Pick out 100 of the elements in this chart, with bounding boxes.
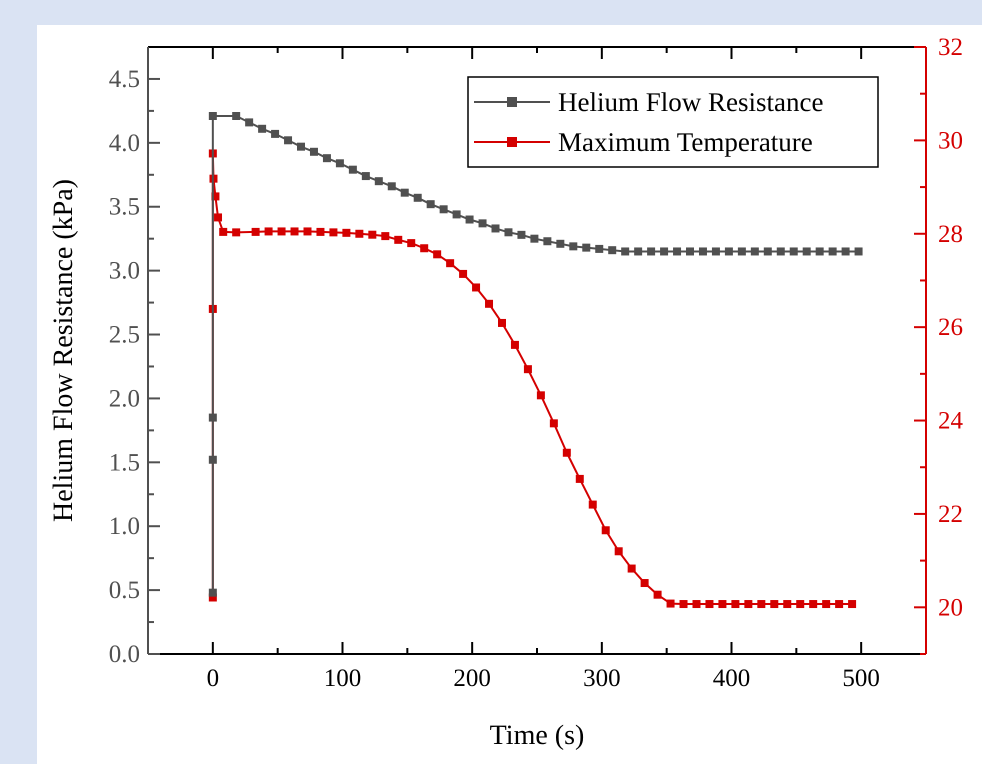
y-tick-label: 2.0 <box>108 385 140 412</box>
point <box>640 579 649 588</box>
y-tick-label: 3.5 <box>108 194 140 221</box>
point <box>466 216 474 224</box>
point <box>348 166 357 174</box>
y2-tick-label: 32 <box>938 34 963 61</box>
point <box>407 239 416 248</box>
x-tick-label: 200 <box>453 664 491 692</box>
point <box>208 588 217 597</box>
point <box>673 247 682 256</box>
point <box>530 234 538 243</box>
point <box>602 526 610 534</box>
point <box>621 247 630 256</box>
point <box>420 244 428 252</box>
point <box>595 244 604 253</box>
point <box>738 247 746 256</box>
point <box>536 391 545 400</box>
point <box>426 200 435 208</box>
y-tick-label: 3.0 <box>108 258 140 285</box>
y2-tick-label: 20 <box>938 594 963 622</box>
point <box>686 247 694 256</box>
point <box>433 250 442 258</box>
y-tick-label: 1.5 <box>108 449 140 476</box>
point <box>388 182 396 190</box>
point <box>492 224 500 232</box>
point <box>809 600 818 608</box>
x-tick-label: 300 <box>583 664 621 692</box>
point <box>208 112 217 120</box>
point <box>588 500 597 509</box>
y2-tick-label: 22 <box>938 500 963 528</box>
point <box>517 230 526 239</box>
point <box>278 227 286 236</box>
y-tick-label: 4.5 <box>108 66 140 93</box>
y2-tick-label: 28 <box>938 220 963 248</box>
point <box>770 600 778 608</box>
x-tick-label: 500 <box>842 664 880 692</box>
point <box>264 227 273 236</box>
y-tick-label: 0.0 <box>108 641 140 668</box>
point <box>232 228 240 236</box>
point <box>731 600 740 608</box>
point <box>316 228 324 236</box>
point <box>666 600 675 608</box>
point <box>582 244 590 252</box>
point <box>608 246 616 254</box>
point <box>835 600 844 608</box>
point <box>802 247 811 256</box>
point <box>374 177 383 186</box>
point <box>446 259 454 268</box>
point <box>245 118 254 126</box>
point <box>660 247 668 256</box>
point <box>219 228 228 236</box>
y2-tick-label: 30 <box>938 127 963 154</box>
point <box>310 148 318 156</box>
point <box>252 228 260 236</box>
point <box>524 365 532 374</box>
point <box>854 247 863 256</box>
point <box>336 159 344 168</box>
point <box>208 456 217 464</box>
y-axis-title: Helium Flow Resistance (kPa) <box>48 179 79 522</box>
legend-label: Helium Flow Resistance <box>558 87 824 117</box>
point <box>472 283 480 292</box>
point <box>400 188 409 197</box>
legend-label: Maximum Temperature <box>558 127 813 157</box>
point <box>504 228 512 236</box>
x-axis-title: Time (s) <box>490 720 584 751</box>
point <box>556 240 564 248</box>
point <box>705 600 714 608</box>
x-tick-label: 0 <box>206 664 220 692</box>
point <box>848 600 856 608</box>
point <box>628 564 636 573</box>
point <box>822 600 830 608</box>
point <box>368 230 376 239</box>
point <box>783 600 792 608</box>
point <box>485 300 494 308</box>
point <box>744 600 752 608</box>
point <box>816 247 824 256</box>
point <box>381 232 390 240</box>
point <box>698 247 707 256</box>
point <box>214 213 222 222</box>
point <box>284 136 292 144</box>
point <box>459 270 468 278</box>
y-tick-label: 2.5 <box>108 322 140 349</box>
point <box>647 247 656 256</box>
y-tick-label: 4.0 <box>108 130 140 157</box>
y2-tick-label: 26 <box>938 314 963 342</box>
point <box>510 340 519 349</box>
point <box>569 242 578 250</box>
point <box>634 247 642 256</box>
point <box>342 228 350 237</box>
point <box>654 590 662 599</box>
point <box>750 247 759 256</box>
point <box>414 194 422 202</box>
point <box>828 247 837 256</box>
y-tick-label: 1.0 <box>108 513 140 540</box>
point <box>712 247 720 256</box>
point <box>440 205 448 214</box>
point <box>764 247 772 256</box>
point <box>543 237 552 246</box>
point <box>452 210 461 218</box>
point <box>680 600 688 608</box>
